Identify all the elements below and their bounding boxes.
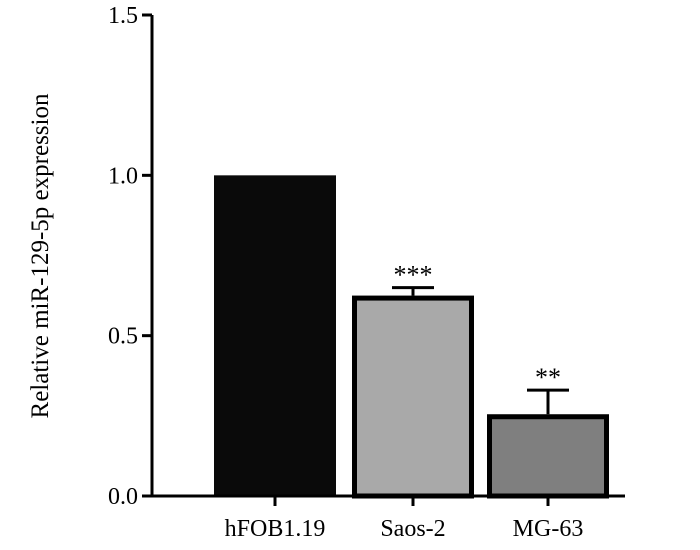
bar-saos-2 (352, 295, 474, 499)
y-tick-label: 1.0 (108, 163, 138, 189)
y-tick-label: 1.5 (108, 3, 138, 29)
significance-label: ** (535, 363, 561, 392)
y-tick-label: 0.5 (108, 324, 138, 350)
y-tick-label: 0.0 (108, 484, 138, 510)
x-tick-label: Saos-2 (380, 516, 445, 542)
significance-label: *** (394, 261, 433, 290)
bar-mg-63 (487, 414, 609, 499)
bars (214, 175, 609, 499)
y-axis: 0.0 0.5 1.0 1.5 (108, 3, 154, 510)
error-bars (392, 286, 569, 415)
x-axis: hFOB1.19 Saos-2 MG-63 (152, 494, 625, 542)
x-tick-label: MG-63 (513, 516, 584, 542)
x-tick-label: hFOB1.19 (225, 516, 326, 542)
y-axis-label: Relative miR-129-5p expression (27, 93, 54, 418)
bar-hfob1-19 (214, 175, 336, 497)
significance-labels: ***** (394, 261, 562, 393)
